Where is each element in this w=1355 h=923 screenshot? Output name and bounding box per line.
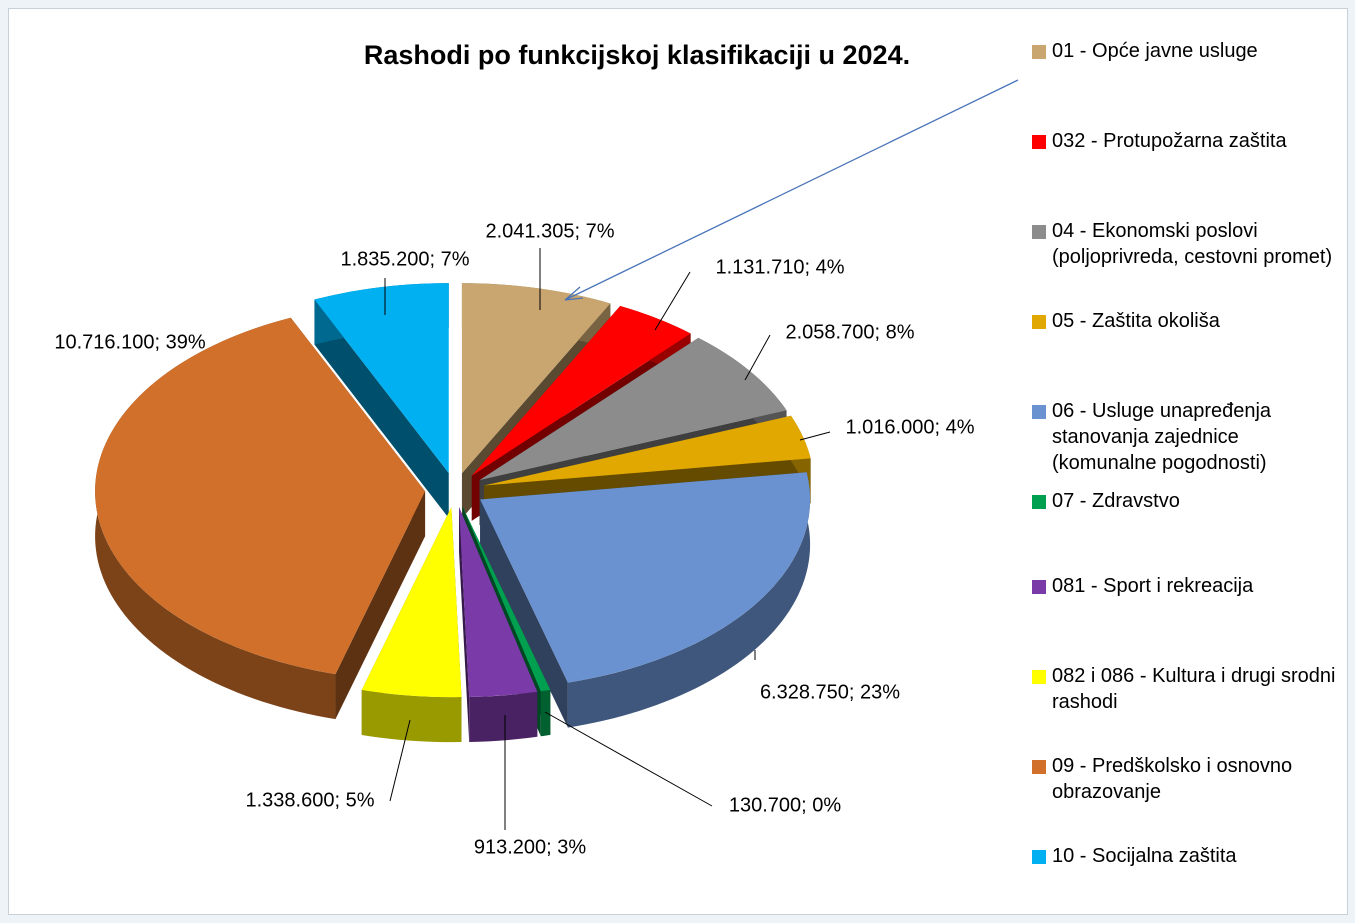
slice-group <box>95 317 426 720</box>
data-label: 1.835.200; 7% <box>341 248 470 270</box>
legend-item: 082 i 086 - Kultura i drugi srodni rasho… <box>1030 663 1340 715</box>
leader-line <box>654 271 691 331</box>
data-label: 1.016.000; 4% <box>846 416 975 438</box>
data-label: 130.700; 0% <box>729 794 842 816</box>
data-label: 2.041.305; 7% <box>486 220 615 242</box>
pie-slice <box>461 283 611 474</box>
legend-label: 081 - Sport i rekreacija <box>1052 575 1254 597</box>
legend-label: 032 - Protupožarna zaštita <box>1052 130 1287 152</box>
pie-slice <box>462 506 551 692</box>
pie-slice <box>95 317 426 675</box>
slice-group <box>480 472 811 728</box>
legend-item: 09 - Predškolsko i osnovno obrazovanje <box>1030 753 1340 805</box>
pie-slice <box>480 472 811 683</box>
arrow-head <box>564 286 584 301</box>
slice-side <box>540 689 551 737</box>
arrow <box>564 79 1019 301</box>
data-label: 6.328.750; 23% <box>760 681 900 703</box>
legend-item: 05 - Zaštita okoliša <box>1030 308 1340 334</box>
legend-label: 10 - Socijalna zaštita <box>1052 845 1237 867</box>
data-label: 2.058.700; 8% <box>786 321 915 343</box>
legend-label: 09 - Predškolsko i osnovno obrazovanje <box>1052 755 1293 803</box>
legend-label: 06 - Usluge unapređenja stanovanja zajed… <box>1052 400 1272 474</box>
pie-slice <box>459 507 538 698</box>
legend-label: 05 - Zaštita okoliša <box>1052 310 1220 332</box>
leader-line <box>799 431 831 441</box>
legend-label: 01 - Opće javne usluge <box>1052 40 1258 62</box>
legend-item: 081 - Sport i rekreacija <box>1030 573 1340 599</box>
legend-label: 082 i 086 - Kultura i drugi srodni rasho… <box>1052 665 1336 713</box>
slice-wall <box>459 507 470 743</box>
slice-side <box>469 691 538 743</box>
legend-item: 10 - Socijalna zaštita <box>1030 843 1340 869</box>
pie-slice <box>361 507 462 698</box>
legend-swatch <box>1032 315 1046 329</box>
legend-swatch <box>1032 850 1046 864</box>
slice-group <box>361 507 462 743</box>
pie-slice <box>314 283 449 474</box>
leader-line <box>744 334 771 381</box>
data-label: 913.200; 3% <box>474 836 587 858</box>
pie-slice <box>483 415 811 486</box>
legend-swatch <box>1032 45 1046 59</box>
data-label: 10.716.100; 39% <box>54 331 205 353</box>
slice-group <box>459 507 538 743</box>
slice-wall <box>480 499 568 728</box>
legend-item: 06 - Usluge unapređenja stanovanja zajed… <box>1030 398 1340 476</box>
pie-slice <box>471 305 691 476</box>
slice-wall <box>314 299 449 519</box>
chart-title: Rashodi po funkcijskoj klasifikaciji u 2… <box>364 40 910 70</box>
data-label: 1.338.600; 5% <box>246 789 375 811</box>
legend-label: 07 - Zdravstvo <box>1052 490 1180 512</box>
legend-swatch <box>1032 495 1046 509</box>
legend-swatch <box>1032 580 1046 594</box>
legend-swatch <box>1032 225 1046 239</box>
slice-side <box>361 690 462 743</box>
legend-label: 04 - Ekonomski poslovi (poljoprivreda, c… <box>1052 220 1333 268</box>
pie-slice <box>479 337 787 481</box>
leader-line <box>544 711 713 807</box>
data-label: 1.131.710; 4% <box>716 256 845 278</box>
legend-swatch <box>1032 135 1046 149</box>
legend-item: 04 - Ekonomski poslovi (poljoprivreda, c… <box>1030 218 1340 270</box>
slice-group <box>314 283 449 519</box>
legend-item: 032 - Protupožarna zaštita <box>1030 128 1340 154</box>
legend-swatch <box>1032 760 1046 774</box>
legend-item: 01 - Opće javne usluge <box>1030 38 1340 64</box>
legend-swatch <box>1032 670 1046 684</box>
legend-item: 07 - Zdravstvo <box>1030 488 1340 514</box>
pie <box>95 283 811 743</box>
slice-side <box>567 472 811 728</box>
leader-line <box>389 719 411 802</box>
slice-wall <box>335 491 426 720</box>
legend-swatch <box>1032 405 1046 419</box>
